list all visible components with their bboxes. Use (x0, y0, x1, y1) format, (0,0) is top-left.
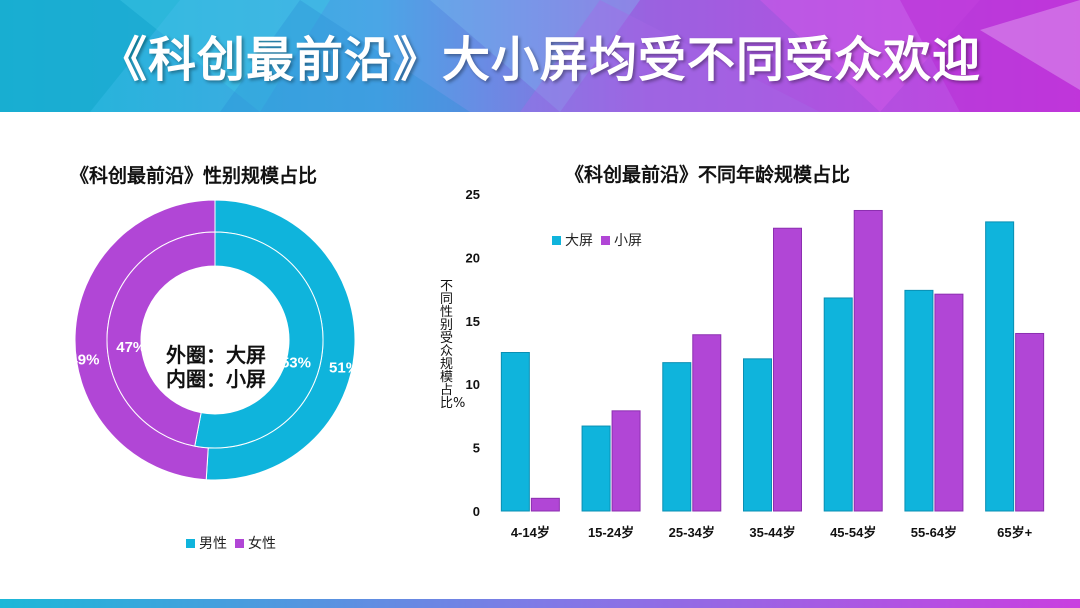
donut-slice-inner-female (106, 231, 216, 447)
donut-label-outer-female: 49% (69, 352, 99, 369)
header-banner: 《科创最前沿》大小屏均受不同受众欢迎 (0, 0, 1080, 112)
x-tick-label-5: 55-64岁 (911, 525, 957, 540)
y-tick-label-0: 0 (473, 504, 480, 519)
donut-label-outer-male: 51% (329, 360, 359, 377)
x-tick-label-4: 45-54岁 (830, 525, 876, 540)
legend-swatch-small-screen (601, 235, 610, 245)
x-tick-label-1: 15-24岁 (588, 525, 634, 540)
bar-big-screen-4 (823, 297, 853, 512)
bar-legend: 大屏 小屏 (552, 230, 650, 250)
legend-item-male: 男性 (186, 533, 227, 553)
x-tick-label-2: 25-34岁 (669, 525, 715, 540)
bar-small-screen-3 (773, 227, 802, 512)
bar-big-screen-1 (581, 425, 611, 512)
bar-small-screen-0 (530, 497, 560, 512)
donut-legend: 男性 女性 (186, 533, 284, 553)
bar-small-screen-6 (1015, 332, 1045, 512)
y-axis-label: 不同性别受众规模占比% (440, 279, 466, 411)
legend-label-big-screen: 大屏 (565, 233, 593, 249)
bar-big-screen-6 (985, 221, 1015, 512)
bar-chart: 0 5 10 15 20 25 4-14岁 15-24岁 25-34岁 35-44岁 45-54岁 5… (466, 187, 1045, 540)
legend-item-small-screen: 小屏 (601, 230, 642, 250)
donut-label-inner-female: 47% (116, 339, 146, 356)
bar-big-screen-3 (743, 358, 772, 512)
donut-slice-inner-male (194, 231, 324, 449)
donut-center-label-inner: 内圈：小屏 (166, 367, 266, 391)
page-title: 《科创最前沿》大小屏均受不同受众欢迎 (98, 32, 981, 88)
footer-strip-background (0, 599, 1080, 608)
y-tick-label-1: 5 (473, 441, 480, 456)
legend-item-big-screen: 大屏 (552, 230, 593, 250)
donut-chart: 51% 49% 53% 47% (69, 199, 359, 481)
donut-chart-title: 《科创最前沿》性别规模占比 (70, 165, 318, 187)
bar-big-screen-2 (662, 362, 692, 512)
legend-label-female: 女性 (248, 536, 276, 552)
y-tick-label-3: 15 (466, 314, 480, 329)
legend-label-male: 男性 (199, 536, 227, 552)
bar-big-screen-0 (500, 352, 530, 512)
legend-swatch-female (235, 538, 244, 548)
legend-swatch-big-screen (552, 235, 561, 245)
x-tick-label-3: 35-44岁 (749, 525, 795, 540)
banner-background (0, 0, 1080, 112)
bar-small-screen-1 (611, 410, 641, 512)
bar-chart-title: 《科创最前沿》不同年龄规模占比 (565, 164, 851, 186)
bar-small-screen-2 (692, 334, 722, 512)
legend-swatch-male (186, 538, 195, 548)
y-tick-label-5: 25 (466, 187, 480, 202)
y-tick-label-4: 20 (466, 250, 480, 265)
legend-item-female: 女性 (235, 533, 276, 553)
donut-label-inner-male: 53% (281, 354, 311, 371)
donut-center-label-outer: 外圈：大屏 (166, 343, 266, 367)
x-tick-label-0: 4-14岁 (511, 525, 550, 540)
bar-big-screen-5 (904, 289, 934, 512)
bar-small-screen-5 (934, 293, 964, 512)
footer-strip (0, 596, 1080, 608)
x-tick-label-6: 65岁+ (997, 525, 1032, 540)
bar-small-screen-4 (853, 209, 883, 512)
y-tick-label-2: 10 (466, 377, 480, 392)
legend-label-small-screen: 小屏 (614, 233, 642, 249)
